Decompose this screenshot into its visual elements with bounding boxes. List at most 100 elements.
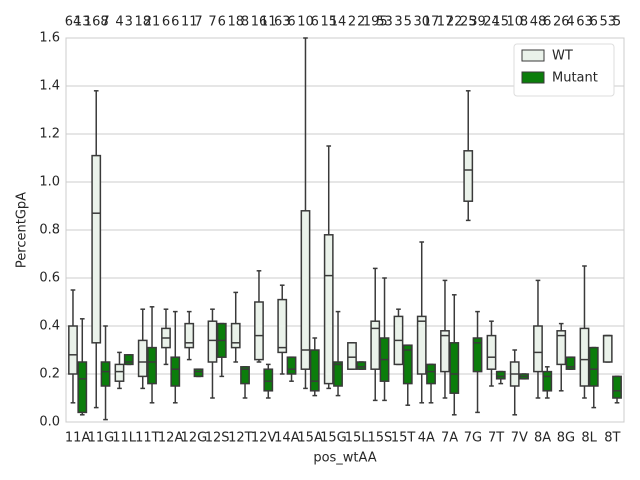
- x-tick-label: 15T: [391, 431, 416, 446]
- legend-label: Mutant: [552, 71, 598, 86]
- x-tick-label: 14A: [274, 431, 300, 446]
- box: [440, 330, 450, 373]
- box: [533, 325, 543, 373]
- count-label: 195: [363, 15, 388, 30]
- count-label: 22: [446, 15, 463, 30]
- x-tick-label: 8A: [534, 431, 551, 446]
- x-tick-label: 12A: [158, 431, 184, 446]
- box: [416, 315, 427, 375]
- x-tick-label: 11L: [112, 431, 137, 446]
- count-label: 7: [194, 15, 202, 30]
- x-tick-label: 8T: [604, 431, 620, 446]
- y-axis-label: PercentGpA: [15, 192, 30, 268]
- x-tick-label: 12V: [251, 431, 277, 446]
- count-label: 63: [274, 15, 291, 30]
- box: [463, 150, 474, 202]
- count-label: 63: [576, 15, 593, 30]
- box: [240, 366, 250, 385]
- count-label: 4: [566, 15, 574, 30]
- count-label: 6: [590, 15, 598, 30]
- x-tick-label: 4A: [418, 431, 435, 446]
- count-label: 3: [125, 15, 133, 30]
- y-tick-label: 1.0: [39, 175, 60, 190]
- count-label: 13: [74, 15, 91, 30]
- box: [449, 342, 460, 394]
- count-label: 7: [208, 15, 216, 30]
- count-label: 8: [241, 15, 249, 30]
- x-tick-label: 7A: [441, 431, 458, 446]
- x-tick-label: 11G: [88, 431, 115, 446]
- box: [91, 154, 102, 344]
- legend-swatch: [521, 49, 545, 62]
- box: [277, 298, 288, 354]
- count-label: 8: [520, 15, 528, 30]
- box: [542, 370, 553, 392]
- x-tick-label: 8G: [557, 431, 575, 446]
- count-label: 3: [394, 15, 402, 30]
- box: [230, 322, 241, 349]
- x-axis-label: pos_wtAA: [313, 451, 376, 466]
- count-label: 21: [144, 15, 161, 30]
- x-tick-label: 12S: [205, 431, 230, 446]
- count-label: 168: [84, 15, 109, 30]
- count-label: 18: [134, 15, 151, 30]
- box: [333, 361, 343, 387]
- box: [77, 361, 88, 414]
- count-label: 14: [330, 15, 347, 30]
- x-tick-label: 12G: [181, 431, 208, 446]
- count-label: 10: [297, 15, 314, 30]
- count-label: 26: [553, 15, 570, 30]
- y-tick-label: 1.6: [39, 31, 60, 46]
- box: [170, 356, 181, 387]
- count-label: 64: [65, 15, 82, 30]
- box: [486, 334, 497, 370]
- box: [207, 320, 218, 363]
- count-label: 5: [404, 15, 412, 30]
- box: [263, 368, 274, 392]
- x-tick-label: 7T: [488, 431, 504, 446]
- box: [402, 344, 413, 385]
- count-label: 6: [543, 15, 551, 30]
- box: [612, 375, 622, 399]
- count-label: 15: [320, 15, 337, 30]
- box: [602, 334, 613, 363]
- legend-label: WT: [552, 49, 573, 64]
- count-label: 6: [171, 15, 179, 30]
- box: [193, 368, 204, 378]
- y-tick-label: 0.8: [39, 223, 60, 238]
- count-label: 6: [287, 15, 295, 30]
- x-tick-label: 15L: [345, 431, 370, 446]
- y-tick-label: 0.6: [39, 271, 60, 286]
- count-label: 25: [460, 15, 477, 30]
- x-tick-label: 11A: [65, 431, 91, 446]
- count-label: 11: [260, 15, 277, 30]
- y-tick-label: 0.2: [39, 367, 60, 382]
- count-label: 16: [251, 15, 268, 30]
- count-label: 4: [115, 15, 123, 30]
- count-label: 30: [413, 15, 430, 30]
- box: [147, 346, 157, 385]
- box: [254, 301, 264, 361]
- box: [579, 327, 590, 387]
- count-label: 10: [506, 15, 523, 30]
- y-tick-label: 1.4: [39, 79, 60, 94]
- box: [588, 346, 599, 387]
- count-label: 15: [493, 15, 510, 30]
- y-tick-label: 0.0: [39, 415, 60, 430]
- count-label: 7: [101, 15, 109, 30]
- box: [300, 210, 311, 370]
- count-label: 53: [599, 15, 616, 30]
- box: [137, 339, 148, 378]
- x-tick-label: 7V: [511, 431, 528, 446]
- count-label: 2: [348, 15, 356, 30]
- x-tick-label: 12T: [228, 431, 253, 446]
- count-label: 6: [162, 15, 170, 30]
- box: [309, 349, 320, 392]
- box: [495, 370, 506, 380]
- count-label: 11: [181, 15, 198, 30]
- count-label: 5: [613, 15, 621, 30]
- box: [472, 337, 483, 373]
- box: [426, 363, 436, 385]
- count-label: 6: [311, 15, 319, 30]
